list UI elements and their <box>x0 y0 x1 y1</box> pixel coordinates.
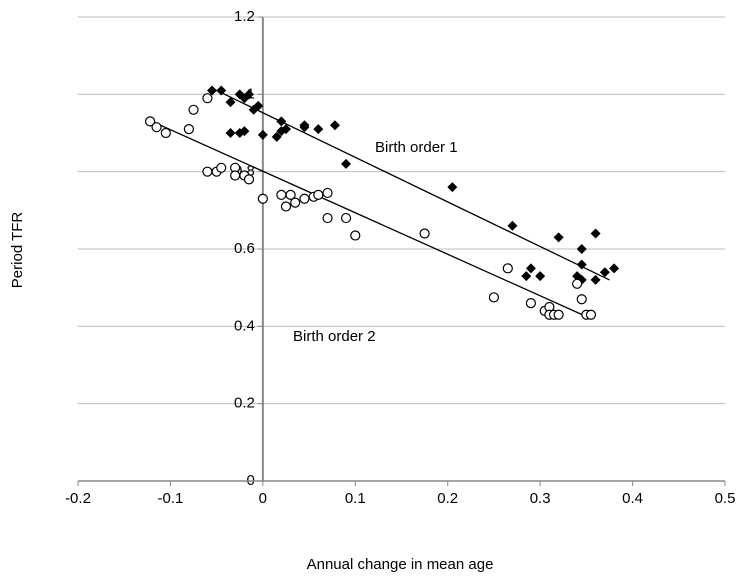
circle-point <box>243 174 255 185</box>
x-tick-label: 0.3 <box>530 490 551 507</box>
x-tick-label: 0 <box>259 490 267 507</box>
diamond-point <box>525 263 536 274</box>
circle-point <box>322 212 333 224</box>
diamond-point <box>257 129 268 140</box>
circle-point <box>280 201 292 212</box>
x-tick-label: -0.1 <box>157 490 183 507</box>
y-tick-label: 1.2 <box>234 8 255 25</box>
circle-point <box>202 166 213 177</box>
trend-line <box>151 120 592 320</box>
diamond-point <box>590 228 601 239</box>
circle-point <box>299 193 310 204</box>
diamond-point <box>507 220 518 231</box>
circle-point <box>183 124 195 135</box>
circle-point <box>572 278 583 289</box>
circle-point <box>340 212 352 224</box>
diamond-point <box>609 263 620 274</box>
circle-point <box>502 263 513 274</box>
diamond-point <box>207 85 218 96</box>
circle-point <box>202 93 213 104</box>
diamond-point <box>271 131 282 142</box>
diamond-point <box>243 89 254 100</box>
circle-point <box>188 104 199 115</box>
circle-point <box>151 122 162 133</box>
y-tick-label: 0.2 <box>234 395 255 412</box>
diamond-point <box>299 120 310 131</box>
y-tick-label: 0.6 <box>234 240 255 257</box>
circle-point <box>525 298 537 309</box>
x-tick-label: -0.2 <box>65 490 91 507</box>
diamond-point <box>535 271 546 282</box>
circle-point <box>313 189 324 200</box>
circle-point <box>290 197 301 208</box>
series-label: Birth order 2 <box>293 328 376 345</box>
diamond-point <box>216 85 227 96</box>
diamond-point <box>553 232 564 243</box>
circle-point <box>585 309 597 320</box>
x-tick-label: 0.4 <box>622 490 643 507</box>
y-axis-title: Period TFR <box>9 212 26 289</box>
circle-point <box>350 230 361 241</box>
circle-point <box>257 193 268 204</box>
circle-point <box>419 228 430 239</box>
circle-point <box>285 189 296 200</box>
x-tick-label: 0.1 <box>345 490 366 507</box>
diamond-point <box>280 124 291 135</box>
circle-point <box>216 162 227 173</box>
diamond-point <box>590 274 601 285</box>
circle-point <box>230 170 241 181</box>
diamond-point <box>576 259 587 270</box>
diamond-point <box>276 116 287 127</box>
circle-point <box>553 309 564 320</box>
diamond-point <box>447 182 458 193</box>
x-tick-label: 0.5 <box>715 490 736 507</box>
circle-point <box>322 187 333 199</box>
series-label: Birth order 1 <box>375 139 458 156</box>
circle-point <box>160 127 171 139</box>
x-axis-title: Annual change in mean age <box>307 556 494 573</box>
y-tick-label: 0.4 <box>234 317 255 334</box>
circle-point <box>144 116 156 127</box>
circle-point <box>488 292 500 303</box>
diamond-point <box>225 128 236 138</box>
diamond-point <box>599 267 610 278</box>
circle-point <box>576 294 587 305</box>
diamond-point <box>253 100 264 111</box>
diamond-point <box>521 271 532 282</box>
diamond-point <box>239 126 250 137</box>
diamond-point <box>341 158 352 169</box>
x-tick-label: 0.2 <box>437 490 458 507</box>
circle-point <box>276 189 287 200</box>
diamond-point <box>225 97 236 108</box>
diamond-point <box>329 120 340 131</box>
diamond-point <box>576 244 587 254</box>
trend-line <box>216 89 610 281</box>
diamond-point <box>313 124 324 135</box>
